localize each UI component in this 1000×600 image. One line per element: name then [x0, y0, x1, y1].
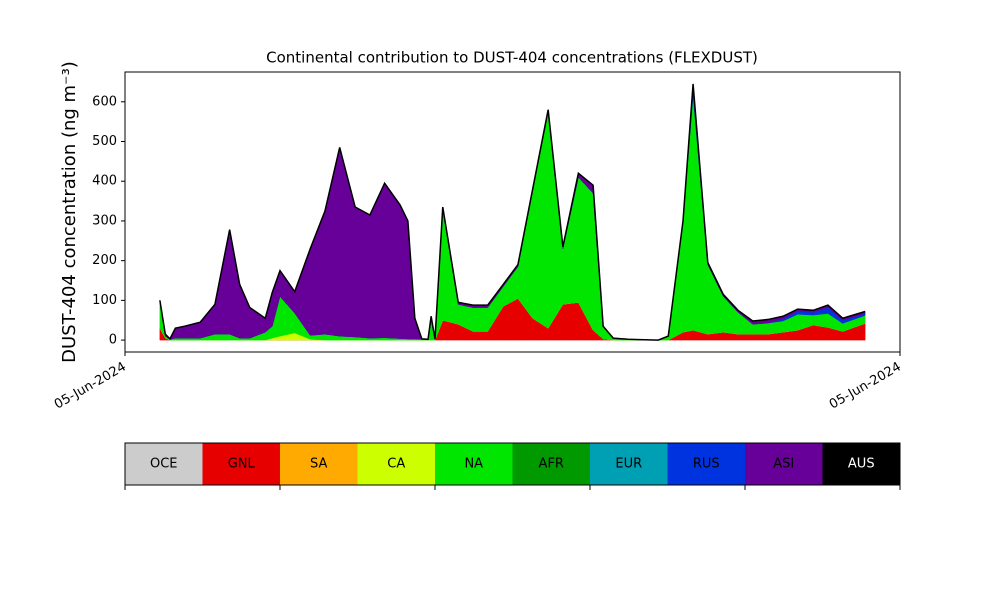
colorbar-swatch: [202, 443, 280, 485]
colorbar-label: NA: [464, 457, 483, 472]
y-tick-label: 400: [92, 174, 117, 189]
colorbar-label: ASI: [773, 457, 794, 472]
y-axis-label: DUST-404 concentration (ng m⁻³): [59, 61, 80, 363]
y-tick-label: 100: [92, 293, 117, 308]
y-tick-label: 200: [92, 253, 117, 268]
colorbar-frame: [124, 442, 901, 486]
colorbar-swatch: [435, 443, 513, 485]
colorbar-swatch: [745, 443, 823, 485]
colorbar-label: AFR: [539, 457, 564, 472]
y-tick-label: 500: [92, 134, 117, 149]
x-tick-label: 05-Jun-2024: [52, 360, 129, 413]
colorbar-label: RUS: [693, 457, 720, 472]
colorbar-swatch: [667, 443, 745, 485]
colorbar-swatch: [357, 443, 435, 485]
colorbar-swatch: [590, 443, 668, 485]
total-outline: [159, 83, 866, 341]
y-tick-label: 0: [109, 333, 117, 348]
colorbar-label: SA: [310, 457, 327, 472]
plot-frame: [124, 71, 901, 353]
y-tick-label: 600: [92, 94, 117, 109]
colorbar-swatch: [512, 443, 590, 485]
colorbar-label: GNL: [228, 457, 256, 472]
colorbar-label: AUS: [848, 457, 875, 472]
x-tick-label: 05-Jun-2024: [827, 360, 904, 413]
y-tick-label: 300: [92, 213, 117, 228]
colorbar-label: OCE: [150, 457, 178, 472]
chart-title: Continental contribution to DUST-404 con…: [266, 49, 758, 67]
colorbar-label: CA: [387, 457, 405, 472]
colorbar-swatch: [125, 443, 203, 485]
colorbar-label: EUR: [615, 457, 642, 472]
colorbar-swatch: [822, 443, 900, 485]
colorbar-swatch: [280, 443, 358, 485]
